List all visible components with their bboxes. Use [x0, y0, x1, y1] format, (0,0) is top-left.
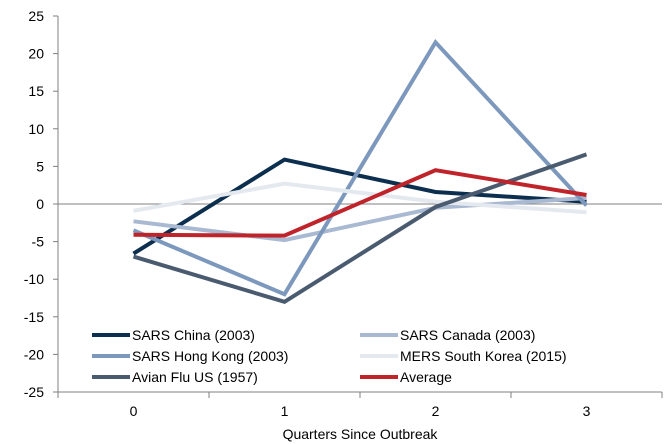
x-tick-label: 3 — [583, 403, 591, 419]
y-tick-label: -5 — [32, 234, 45, 250]
legend: SARS China (2003) SARS Canada (2003) SARS … — [92, 327, 567, 385]
y-tick-label: 0 — [36, 196, 44, 212]
y-tick-label: 10 — [28, 121, 44, 137]
legend-label: Avian Flu US (1957) — [132, 369, 258, 385]
y-tick-label: -25 — [24, 384, 44, 400]
series-line-2 — [132, 38, 588, 297]
legend-label: Average — [400, 369, 452, 385]
y-tick-label: 20 — [28, 46, 44, 62]
legend-label: SARS China (2003) — [132, 327, 255, 343]
y-axis: -25 -20 -15 -10 -5 0 5 10 15 20 25 — [24, 8, 59, 400]
y-tick-label: -20 — [24, 346, 44, 362]
series-line-0 — [132, 157, 587, 256]
x-tick-label: 1 — [281, 403, 289, 419]
legend-label: SARS Hong Kong (2003) — [132, 348, 288, 364]
legend-label: SARS Canada (2003) — [400, 327, 535, 343]
x-axis-title: Quarters Since Outbreak — [283, 426, 439, 442]
legend-label: MERS South Korea (2015) — [400, 348, 567, 364]
y-tick-label: 5 — [36, 158, 44, 174]
x-tick-label: 2 — [432, 403, 440, 419]
series-line-1 — [133, 196, 587, 243]
y-tick-label: -10 — [24, 271, 44, 287]
series-line-3 — [133, 181, 587, 215]
series-line-5 — [133, 168, 587, 238]
x-tick-label: 0 — [130, 403, 138, 419]
y-tick-label: 25 — [28, 8, 44, 24]
y-tick-label: 15 — [28, 83, 44, 99]
y-tick-label: -15 — [24, 309, 44, 325]
series-lines — [132, 38, 588, 304]
